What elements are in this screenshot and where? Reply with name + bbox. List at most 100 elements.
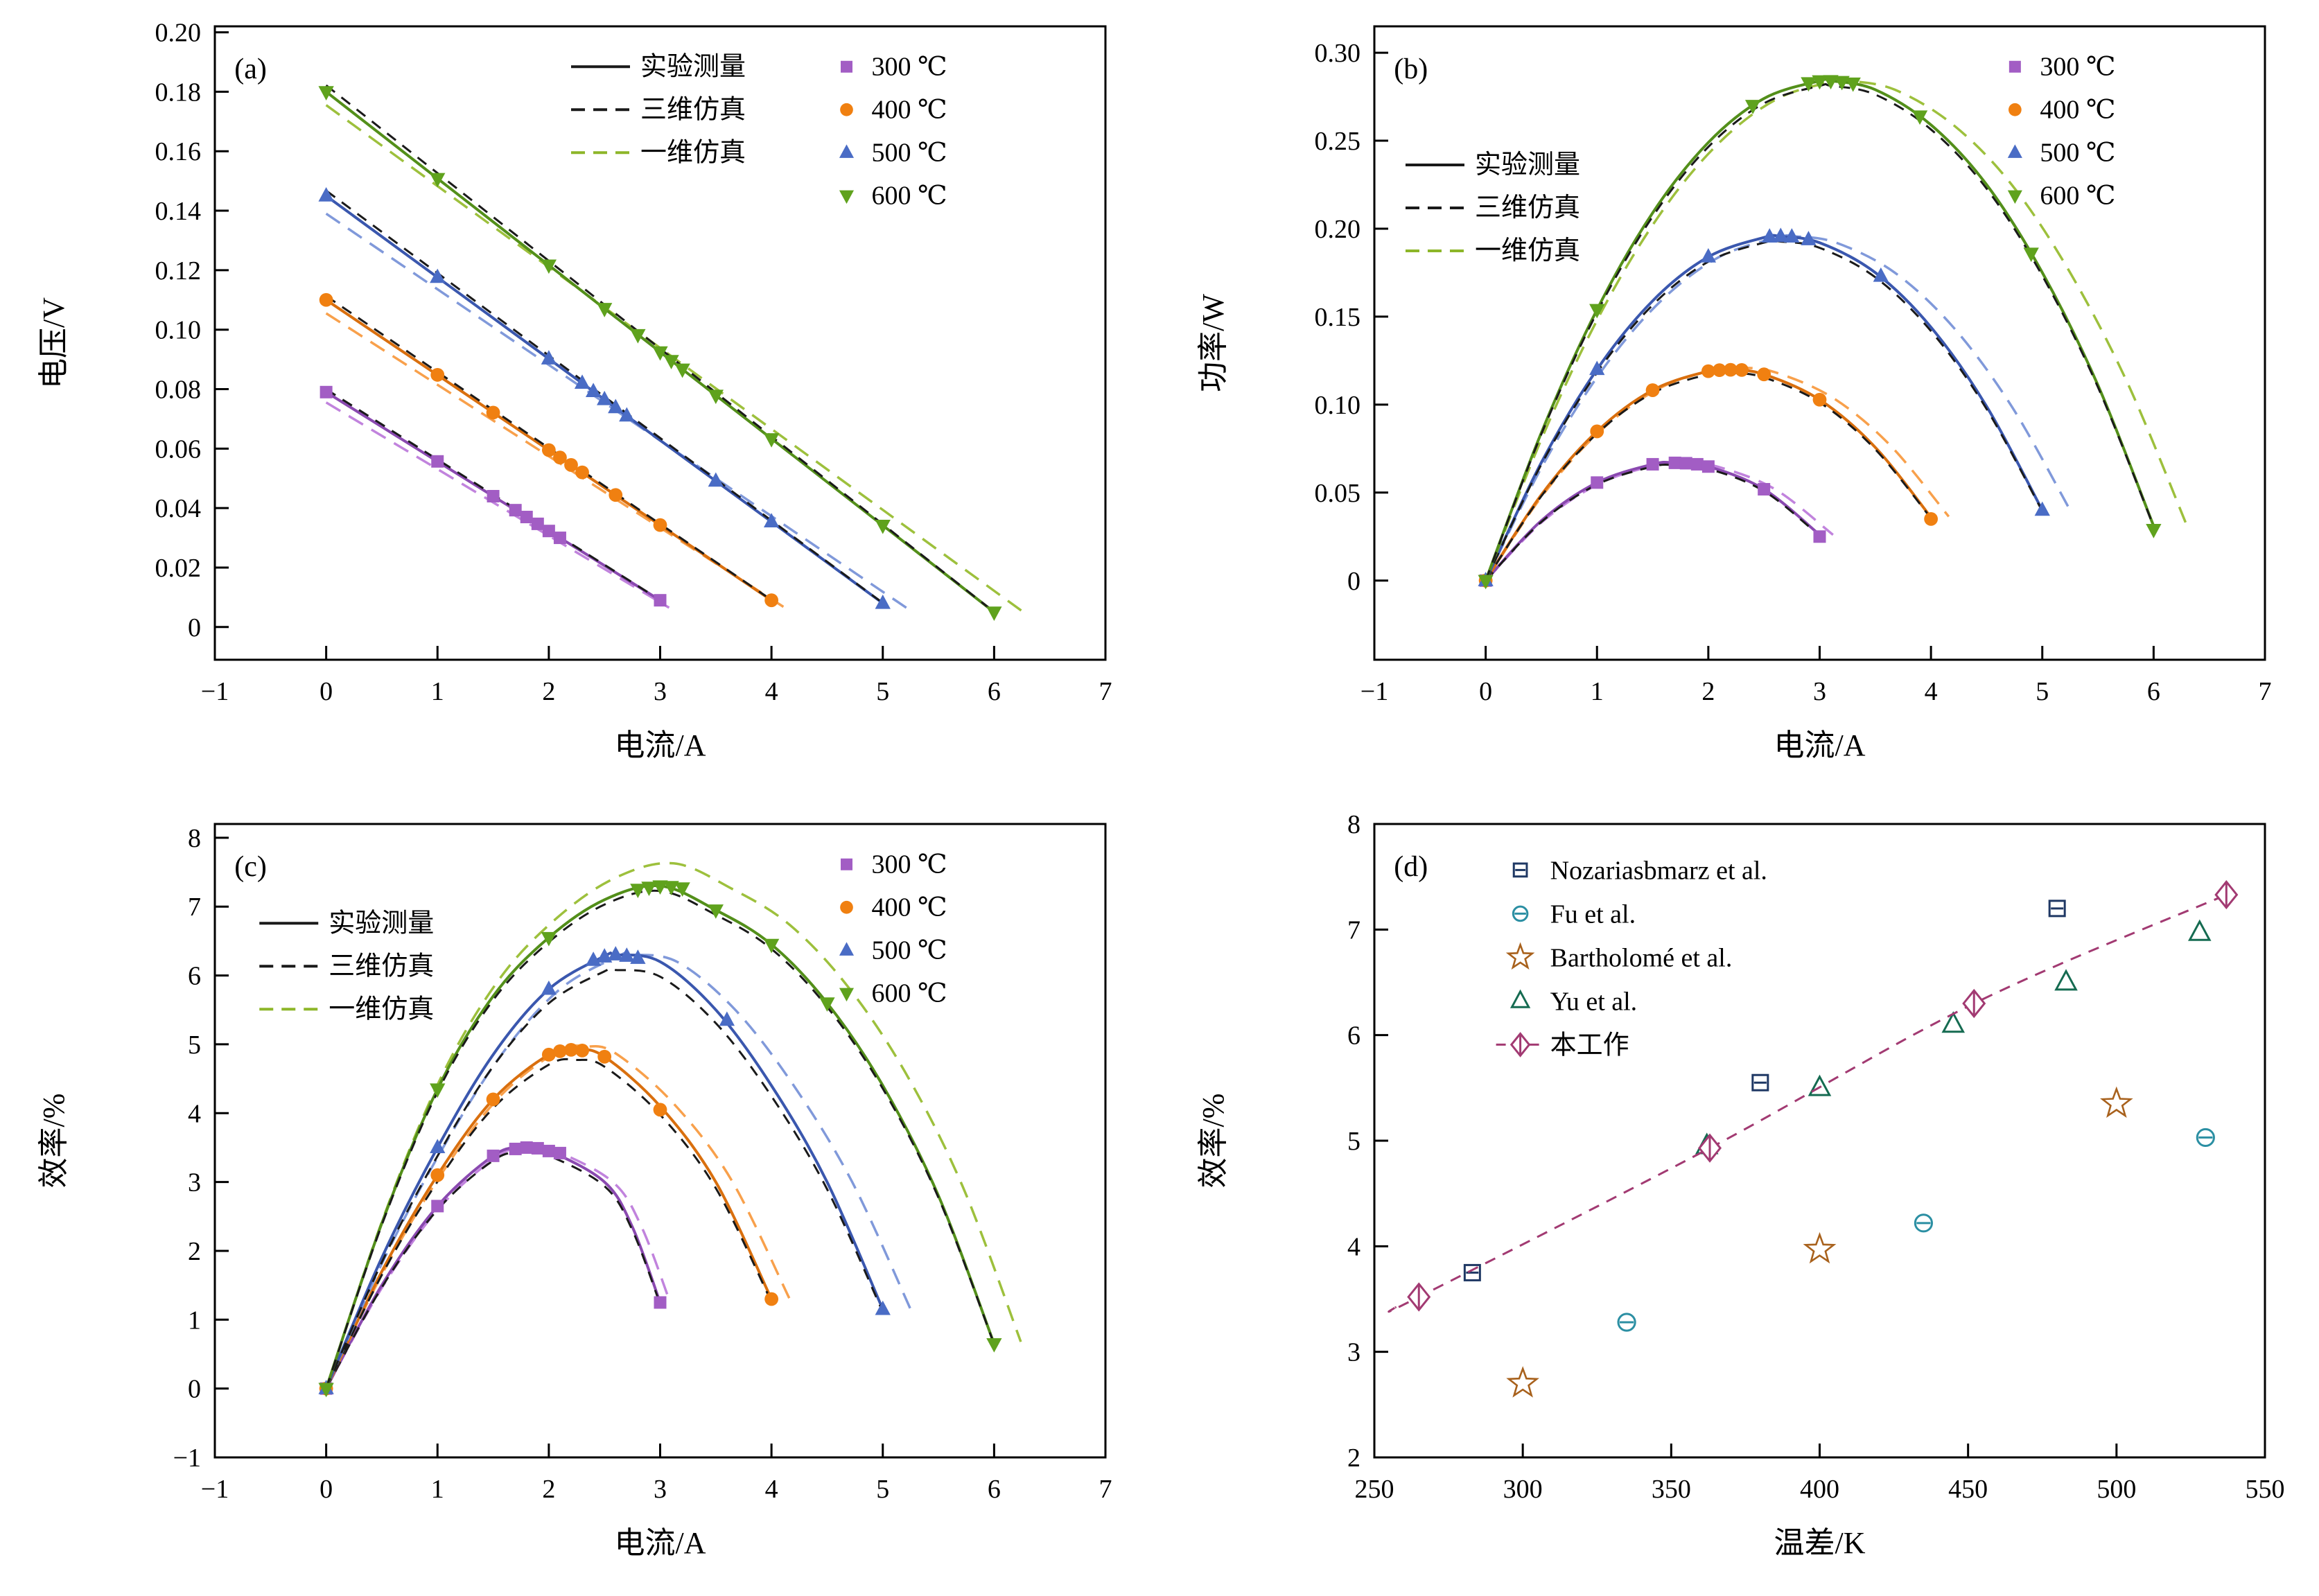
y-tick-label: 0.20: [155, 19, 202, 48]
marker-triangle-up: [430, 268, 446, 283]
marker-triangle-up: [763, 513, 780, 527]
plot-frame: [1373, 823, 2266, 1459]
marker-circle: [1757, 367, 1771, 382]
marker-triangle-up: [1762, 228, 1778, 243]
marker-square: [320, 385, 333, 398]
marker-triangle-down: [430, 1083, 446, 1098]
marker-circle: [1701, 364, 1715, 378]
y-tick-label: 0.06: [155, 435, 202, 464]
marker-star: [1803, 1231, 1837, 1264]
marker-triangle-up: [708, 472, 724, 487]
x-tick-label: 5: [2036, 677, 2049, 706]
marker-square: [1690, 457, 1704, 471]
x-tick-label: 6: [988, 1475, 1001, 1504]
x-tick-label: 1: [431, 1475, 444, 1504]
sim-1d-curve: [1485, 234, 2072, 581]
x-axis-title: 电流/A: [1774, 728, 1866, 762]
y-tick-label: 6: [188, 962, 201, 991]
marker-open-triangle: [2187, 919, 2212, 941]
sim-1d-curve: [1485, 461, 1834, 582]
marker-circle: [486, 405, 500, 420]
legend-temp-label: 300 ℃: [2040, 52, 2115, 81]
y-tick-label: 0.10: [1315, 391, 1361, 420]
marker-circle: [609, 488, 623, 502]
legend-label: Fu et al.: [1550, 900, 1636, 929]
marker-square: [431, 455, 444, 468]
x-tick-label: 4: [765, 1475, 778, 1504]
chart-power-vs-current: −1 0 1 2 3 4 5 6 7 0 0.05 0.10 0.15 0.20 0.25 0.30 电流/A 功…: [1160, 0, 2319, 798]
marker-triangle-up: [1784, 228, 1800, 243]
y-tick-label: 0.20: [1315, 215, 1361, 244]
series-Fu-et-al-: [1617, 1128, 2215, 1332]
legend-temp-label: 500 ℃: [2040, 138, 2115, 167]
legend-line-label: 实验测量: [329, 909, 434, 938]
marker-triangle-down: [1812, 75, 1828, 90]
marker-triangle-down: [986, 1338, 1002, 1353]
marker-square: [2009, 60, 2021, 73]
marker-triangle-down: [641, 882, 657, 896]
marker-circle: [575, 1043, 589, 1058]
x-tick-label: 0: [320, 677, 333, 706]
marker-square: [841, 60, 852, 73]
marker-triangle-down: [2146, 524, 2162, 538]
legend-line-label: 三维仿真: [640, 95, 746, 124]
experiment-curve: [1484, 234, 2044, 581]
marker-triangle-down: [663, 881, 679, 896]
marker-triangle-down: [839, 988, 855, 1002]
marker-square: [1679, 457, 1692, 470]
series-300℃: [320, 385, 670, 609]
marker-circle: [653, 1103, 667, 1117]
sim-3d-curve: [1485, 82, 2155, 581]
y-tick-label: 5: [188, 1031, 201, 1060]
y-axis-title: 效率/%: [1196, 1094, 1230, 1189]
y-tick-label: 3: [188, 1168, 201, 1198]
marker-triangle-down: [674, 363, 690, 378]
marker-triangle-down: [674, 882, 690, 897]
marker-circle: [430, 1168, 445, 1182]
marker-triangle-up: [541, 980, 557, 995]
marker-open-triangle: [1509, 989, 1531, 1008]
y-axis-title: 效率/%: [37, 1094, 71, 1189]
marker-triangle-up: [574, 374, 590, 389]
y-tick-label: 0.25: [1315, 127, 1361, 156]
x-tick-label: 3: [654, 1475, 667, 1504]
x-tick-label: 6: [988, 677, 1001, 706]
marker-square: [654, 594, 667, 607]
marker-circle: [319, 292, 333, 307]
legend-label: 本工作: [1550, 1031, 1629, 1060]
marker-square: [841, 858, 852, 870]
marker-triangle-down: [708, 389, 724, 405]
marker-triangle-down: [652, 880, 668, 895]
series-600℃: [1478, 75, 2189, 590]
marker-triangle-down: [763, 938, 780, 954]
legend-line-label: 三维仿真: [329, 952, 434, 981]
sim-1d-curve: [324, 861, 1022, 1389]
experiment-curve: [324, 952, 884, 1389]
legend-temp-label: 400 ℃: [872, 95, 947, 124]
x-tick-label: 1: [431, 677, 444, 706]
marker-triangle-up: [2007, 144, 2022, 158]
marker-circle: [553, 450, 567, 465]
marker-square: [531, 517, 544, 530]
series-400℃: [1478, 362, 1950, 588]
y-axis-title: 功率/W: [1196, 294, 1230, 392]
marker-triangle-up: [597, 390, 613, 405]
y-tick-label: 0.15: [1315, 303, 1361, 332]
sim-3d-curve: [325, 295, 772, 601]
series-500℃: [1478, 227, 2072, 586]
y-tick-label: 0.10: [155, 316, 202, 345]
marker-square: [509, 1142, 522, 1155]
y-tick-label: 4: [1347, 1232, 1360, 1261]
marker-circle: [564, 1042, 578, 1057]
marker-triangle-up: [1700, 247, 1717, 263]
marker-square: [654, 1296, 667, 1309]
x-tick-label: −1: [201, 677, 229, 706]
y-tick-label: 8: [188, 824, 201, 853]
marker-triangle-up: [541, 350, 557, 365]
x-tick-label: 7: [2259, 677, 2272, 706]
y-tick-label: 0: [188, 613, 201, 642]
marker-circle: [597, 1049, 612, 1064]
y-tick-label: 7: [1347, 915, 1360, 945]
sim-1d-curve: [325, 401, 670, 609]
